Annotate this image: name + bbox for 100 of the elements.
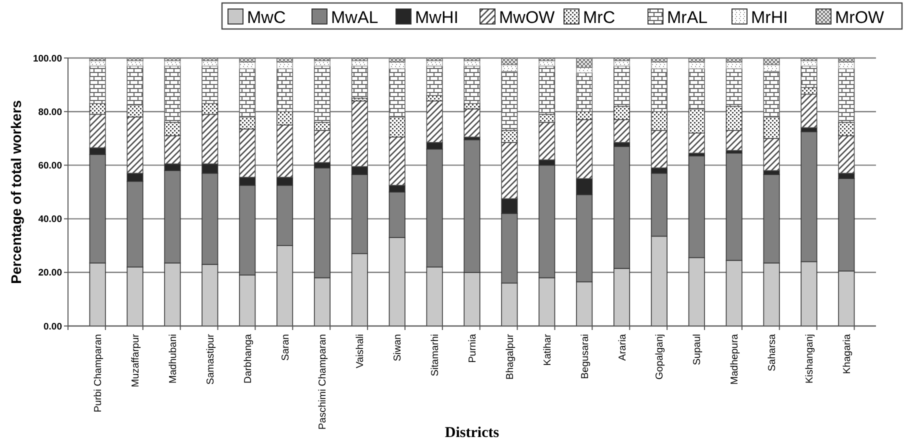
bar: [388, 116, 406, 138]
legend-label: MwOW: [499, 8, 555, 27]
bar: [576, 111, 593, 120]
bar: [276, 124, 294, 178]
y-tick-label: 40.00: [38, 214, 62, 226]
bar: [351, 66, 368, 99]
bar: [763, 71, 780, 118]
bar: [614, 106, 630, 120]
bar: [126, 66, 144, 106]
bar: [388, 68, 406, 118]
bar: [89, 60, 106, 66]
legend-label: MrC: [583, 8, 616, 27]
bar: [276, 111, 294, 126]
bar: [426, 60, 443, 66]
x-tick-label: Sitamarhi: [430, 334, 442, 376]
bar: [164, 122, 181, 136]
bar: [202, 114, 218, 164]
bar: [838, 68, 855, 123]
bar: [202, 60, 218, 66]
bar: [614, 66, 630, 107]
bar: [276, 68, 294, 112]
bar: [314, 66, 330, 123]
bar: [838, 122, 855, 136]
x-tick-label: Saharsa: [767, 334, 778, 372]
x-tick-label: Purnia: [468, 334, 478, 363]
bar: [351, 100, 368, 167]
bar: [314, 122, 330, 131]
x-tick-label: Bhagalpur: [504, 333, 516, 380]
bar: [501, 64, 518, 72]
bar: [314, 130, 330, 163]
bar: [426, 95, 443, 102]
bar: [763, 116, 780, 139]
bar: [538, 114, 556, 123]
x-tick-label: Araria: [617, 334, 628, 361]
bar: [164, 135, 181, 164]
legend-label: MrAL: [667, 8, 708, 27]
x-tick-label: Khagaria: [842, 334, 853, 374]
bar: [164, 60, 181, 66]
y-tick-label: 60.00: [38, 160, 62, 172]
bar: [501, 130, 518, 143]
bar: [650, 130, 668, 168]
bar: [239, 128, 256, 178]
bar: [538, 122, 556, 160]
x-tick-label: Supaul: [692, 334, 704, 366]
bar: [726, 68, 742, 107]
bar: [314, 60, 330, 66]
bar: [426, 66, 443, 96]
bar: [501, 142, 518, 200]
bar: [89, 114, 106, 148]
x-tick-label: Saran: [280, 334, 292, 361]
x-tick-label: Kishanganj: [804, 334, 816, 384]
bar: [726, 106, 742, 131]
bar: [501, 71, 518, 131]
x-tick-label: Begusarai: [580, 334, 591, 380]
legend-label: MrOW: [835, 8, 884, 27]
bar: [650, 68, 668, 112]
bar: [164, 66, 181, 123]
x-tick-label: Purbi Champaran: [93, 334, 104, 412]
bar: [464, 108, 480, 138]
bar: [426, 100, 443, 143]
legend-label: MwC: [247, 8, 286, 27]
bar: [688, 132, 705, 154]
x-tick-label: Siwan: [392, 334, 404, 362]
x-tick-label: Paschimi Champaran: [318, 334, 329, 430]
legend-label: MrHI: [751, 8, 788, 27]
x-tick-label: Vaishali: [355, 334, 366, 368]
x-tick-label: Gopalganj: [654, 334, 666, 380]
bar: [351, 60, 368, 66]
bar: [239, 68, 256, 118]
bar: [126, 116, 144, 174]
bar: [838, 135, 855, 174]
bar: [800, 94, 818, 128]
bar: [89, 103, 106, 115]
bar: [614, 60, 630, 66]
x-tick-label: Katihar: [542, 333, 554, 366]
bar: [388, 136, 406, 186]
y-tick-label: 20.00: [38, 268, 62, 279]
x-axis-title: Districts: [444, 425, 500, 441]
bar: [614, 119, 630, 143]
bar: [763, 64, 780, 72]
bar: [800, 60, 818, 66]
bar: [464, 66, 480, 104]
bar: [726, 130, 742, 151]
y-tick-label: 0.00: [44, 321, 62, 332]
bar: [126, 60, 144, 66]
bar: [202, 66, 218, 104]
x-tick-label: Samastipur: [205, 333, 216, 385]
bar: [126, 104, 144, 118]
x-tick-label: Muzaffarpur: [130, 333, 142, 388]
bar: [538, 66, 556, 115]
bar: [576, 119, 593, 179]
x-tick-label: Madhepura: [730, 334, 741, 385]
bar: [800, 66, 818, 88]
bar: [688, 108, 705, 134]
bar: [464, 60, 480, 66]
x-tick-label: Darbhanga: [242, 334, 254, 384]
bar: [89, 66, 106, 104]
legend-label: MwAL: [331, 8, 378, 27]
bar: [576, 72, 593, 112]
legend-label: MwHI: [415, 8, 458, 27]
